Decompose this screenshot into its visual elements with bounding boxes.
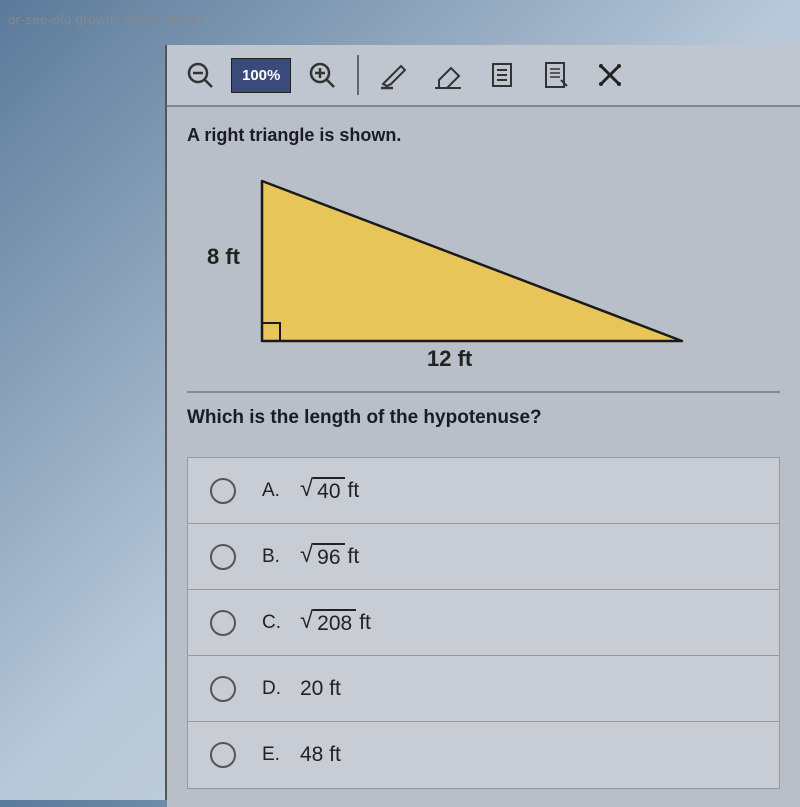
vertical-label: 8 ft [207, 244, 240, 270]
main-panel: 100% [165, 45, 800, 800]
toolbar: 100% [167, 45, 800, 107]
answer-letter: C. [262, 612, 286, 634]
tool-button-1[interactable] [479, 52, 525, 98]
answer-option-B[interactable]: B. √96 ft [188, 524, 779, 590]
answer-option-A[interactable]: A. √40 ft [188, 458, 779, 524]
answer-letter: D. [262, 678, 286, 700]
triangle-diagram: 8 ft 12 ft [187, 166, 780, 381]
radio-button[interactable] [210, 478, 236, 504]
horizontal-label: 12 ft [427, 346, 472, 372]
answer-text: √40 ft [300, 477, 359, 504]
radio-button[interactable] [210, 544, 236, 570]
question-text: Which is the length of the hypotenuse? [187, 407, 780, 429]
answer-text: 20 ft [300, 677, 341, 701]
section-divider [187, 391, 780, 393]
answer-letter: E. [262, 744, 286, 766]
radio-button[interactable] [210, 742, 236, 768]
radio-button[interactable] [210, 676, 236, 702]
zoom-in-button[interactable] [299, 52, 345, 98]
notes-icon [541, 60, 571, 90]
answer-option-C[interactable]: C. √208 ft [188, 590, 779, 656]
lines-icon [487, 60, 517, 90]
highlighter-icon [377, 58, 411, 92]
eraser-button[interactable] [425, 52, 471, 98]
tool-button-2[interactable] [533, 52, 579, 98]
url-bar: or-see-old growth/ #/test-player [8, 12, 204, 27]
close-tool-button[interactable] [587, 52, 633, 98]
zoom-in-icon [307, 60, 337, 90]
radio-button[interactable] [210, 610, 236, 636]
eraser-icon [431, 58, 465, 92]
zoom-out-icon [185, 60, 215, 90]
zoom-out-button[interactable] [177, 52, 223, 98]
zoom-level[interactable]: 100% [231, 58, 291, 93]
content-area: A right triangle is shown. 8 ft 12 ft Wh… [167, 107, 800, 807]
highlighter-button[interactable] [371, 52, 417, 98]
answer-letter: A. [262, 480, 286, 502]
toolbar-divider [357, 55, 359, 95]
answer-text: √96 ft [300, 543, 359, 570]
answer-option-E[interactable]: E. 48 ft [188, 722, 779, 788]
answer-option-D[interactable]: D. 20 ft [188, 656, 779, 722]
answer-list: A. √40 ft B. √96 ft C. √208 ft D. 20 ft E. 48 ft [187, 457, 780, 789]
answer-text: 48 ft [300, 743, 341, 767]
answer-letter: B. [262, 546, 286, 568]
prompt-text: A right triangle is shown. [187, 125, 780, 146]
answer-text: √208 ft [300, 609, 371, 636]
x-icon [595, 60, 625, 90]
